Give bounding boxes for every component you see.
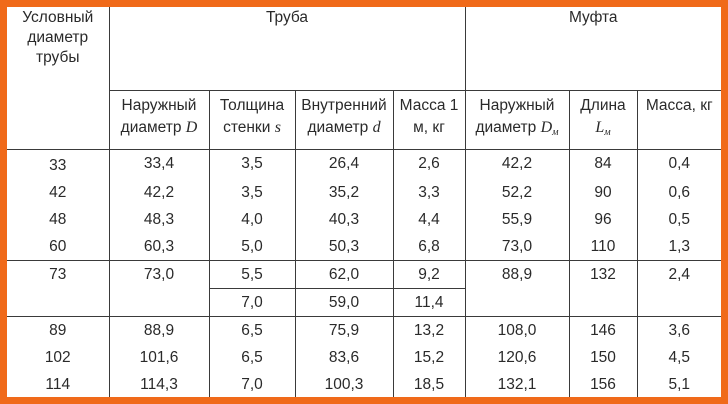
cell-mass: 11,4 <box>392 288 466 317</box>
cell-outer-diameter: 88,9 <box>108 316 210 344</box>
cell-nominal: 89 <box>7 316 110 344</box>
cell-coupling-mass: 0,4 <box>636 149 721 179</box>
cell-coupling-outer: 73,0 <box>464 233 570 261</box>
cell-coupling-mass: 4,5 <box>636 344 721 371</box>
cell-wall: 7,0 <box>208 371 296 397</box>
cell-inner: 59,0 <box>294 288 394 317</box>
cell-inner: 100,3 <box>294 371 394 397</box>
cell-mass: 9,2 <box>392 260 466 289</box>
header-coupling: Муфта <box>464 7 721 91</box>
cell-coupling-mass: 0,5 <box>636 206 721 233</box>
cell-coupling-outer: 55,9 <box>464 206 570 233</box>
cell-coupling-outer: 52,2 <box>464 179 570 206</box>
cell-outer-diameter: 60,3 <box>108 233 210 261</box>
cell-coupling-length: 146 <box>568 316 638 344</box>
cell-outer-diameter: 101,6 <box>108 344 210 371</box>
cell-coupling-outer: 120,6 <box>464 344 570 371</box>
cell-coupling-length: 90 <box>568 179 638 206</box>
header-nominal-diameter: Условный диаметр трубы <box>7 7 110 150</box>
cell-inner: 50,3 <box>294 233 394 261</box>
cell-wall: 7,0 <box>208 288 296 317</box>
pipe-coupling-table: Условный диаметр трубы Труба Муфта Наруж… <box>7 7 721 397</box>
cell-nominal: 114 <box>7 371 110 397</box>
cell-nominal: 73 <box>7 260 110 317</box>
cell-coupling-mass: 0,6 <box>636 179 721 206</box>
cell-coupling-length: 156 <box>568 371 638 397</box>
cell-inner: 40,3 <box>294 206 394 233</box>
table-row: 102 101,6 6,5 83,6 15,2 120,6 150 4,5 <box>7 344 721 371</box>
cell-mass: 15,2 <box>392 344 466 371</box>
cell-coupling-length: 110 <box>568 233 638 261</box>
header-inner-diameter: Внутренний диаметр d <box>294 90 394 150</box>
cell-coupling-length: 96 <box>568 206 638 233</box>
cell-wall: 4,0 <box>208 206 296 233</box>
cell-mass: 3,3 <box>392 179 466 206</box>
cell-coupling-length: 132 <box>568 260 638 317</box>
cell-wall: 6,5 <box>208 316 296 344</box>
table-row: 114 114,3 7,0 100,3 18,5 132,1 156 5,1 <box>7 371 721 397</box>
header-coupling-mass: Масса, кг <box>636 90 721 150</box>
header-coupling-length: Длина Lм <box>568 90 638 150</box>
cell-coupling-length: 150 <box>568 344 638 371</box>
cell-inner: 35,2 <box>294 179 394 206</box>
cell-inner: 62,0 <box>294 260 394 289</box>
table-row: 60 60,3 5,0 50,3 6,8 73,0 110 1,3 <box>7 233 721 261</box>
cell-coupling-length: 84 <box>568 149 638 179</box>
cell-wall: 5,0 <box>208 233 296 261</box>
table-row: 73 73,0 5,5 62,0 9,2 88,9 132 2,4 <box>7 260 721 317</box>
cell-outer-diameter: 114,3 <box>108 371 210 397</box>
cell-nominal: 60 <box>7 233 110 261</box>
header-wall-thickness: Толщина стенки s <box>208 90 296 150</box>
table-row: 33 33,4 3,5 26,4 2,6 42,2 84 0,4 <box>7 149 721 179</box>
header-mass-per-meter: Масса 1 м, кг <box>392 90 466 150</box>
cell-outer-diameter: 48,3 <box>108 206 210 233</box>
cell-mass: 2,6 <box>392 149 466 179</box>
cell-coupling-outer: 42,2 <box>464 149 570 179</box>
header-coupling-outer-diameter: Наружный диаметр Dм <box>464 90 570 150</box>
cell-mass: 4,4 <box>392 206 466 233</box>
cell-outer-diameter: 33,4 <box>108 149 210 179</box>
cell-nominal: 33 <box>7 149 110 179</box>
cell-coupling-outer: 88,9 <box>464 260 570 317</box>
table-row: 7,0 59,0 11,4 <box>7 288 721 317</box>
cell-wall: 3,5 <box>208 179 296 206</box>
cell-nominal: 42 <box>7 179 110 206</box>
cell-wall: 5,5 <box>208 260 296 289</box>
cell-wall: 3,5 <box>208 149 296 179</box>
cell-mass: 6,8 <box>392 233 466 261</box>
header-pipe: Труба <box>108 7 466 91</box>
cell-coupling-mass: 3,6 <box>636 316 721 344</box>
cell-outer-diameter: 73,0 <box>108 260 210 317</box>
cell-nominal: 102 <box>7 344 110 371</box>
cell-nominal: 48 <box>7 206 110 233</box>
cell-coupling-mass: 1,3 <box>636 233 721 261</box>
header-outer-diameter: Наружный диаметр D <box>108 90 210 150</box>
cell-coupling-mass: 2,4 <box>636 260 721 317</box>
cell-mass: 13,2 <box>392 316 466 344</box>
cell-coupling-mass: 5,1 <box>636 371 721 397</box>
cell-mass: 18,5 <box>392 371 466 397</box>
cell-inner: 83,6 <box>294 344 394 371</box>
cell-coupling-outer: 108,0 <box>464 316 570 344</box>
cell-wall: 6,5 <box>208 344 296 371</box>
cell-inner: 75,9 <box>294 316 394 344</box>
cell-coupling-outer: 132,1 <box>464 371 570 397</box>
cell-inner: 26,4 <box>294 149 394 179</box>
cell-outer-diameter: 42,2 <box>108 179 210 206</box>
table-row: 89 88,9 6,5 75,9 13,2 108,0 146 3,6 <box>7 316 721 344</box>
table-row: 48 48,3 4,0 40,3 4,4 55,9 96 0,5 <box>7 206 721 233</box>
table-row: 42 42,2 3,5 35,2 3,3 52,2 90 0,6 <box>7 179 721 206</box>
pipe-coupling-table-frame: Условный диаметр трубы Труба Муфта Наруж… <box>7 7 721 397</box>
